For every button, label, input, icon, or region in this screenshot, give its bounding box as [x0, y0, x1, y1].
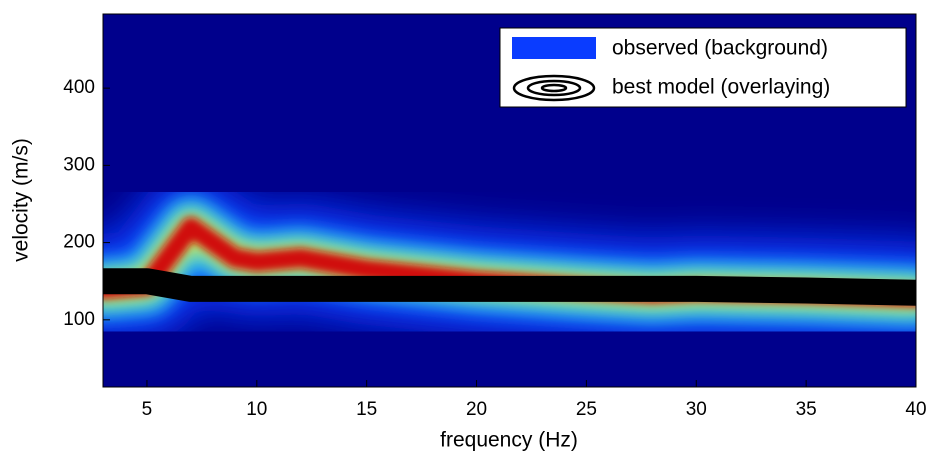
y-tick-label: 200 [63, 232, 95, 253]
x-axis-label: frequency (Hz) [440, 429, 578, 452]
x-tick-label: 35 [796, 399, 817, 420]
legend-label: best model (overlaying) [612, 76, 830, 99]
x-tick-label: 40 [905, 399, 926, 420]
y-tick-label: 100 [63, 309, 95, 330]
legend: observed (background) best model (overla… [499, 27, 907, 108]
legend-icon-ring [512, 74, 596, 102]
ticks: 5 10 15 20 25 30 35 40 100 200 300 400 [63, 77, 926, 420]
x-tick-label: 30 [686, 399, 707, 420]
legend-swatch [512, 37, 596, 59]
x-tick-label: 15 [356, 399, 377, 420]
x-tick-label: 10 [246, 399, 267, 420]
y-axis-label: velocity (m/s) [10, 138, 33, 262]
legend-label: observed (background) [612, 37, 828, 60]
x-tick-label: 25 [576, 399, 597, 420]
model-band [103, 268, 916, 306]
plot-frame [102, 13, 917, 388]
legend-icon-ring [540, 83, 568, 93]
legend-icon [512, 74, 596, 102]
y-tick-label: 400 [63, 77, 95, 98]
legend-icon-ring [526, 79, 582, 97]
x-tick-label: 20 [466, 399, 487, 420]
plot-layer [103, 172, 916, 352]
y-tick-label: 300 [63, 154, 95, 175]
x-tick-label: 5 [142, 399, 153, 420]
